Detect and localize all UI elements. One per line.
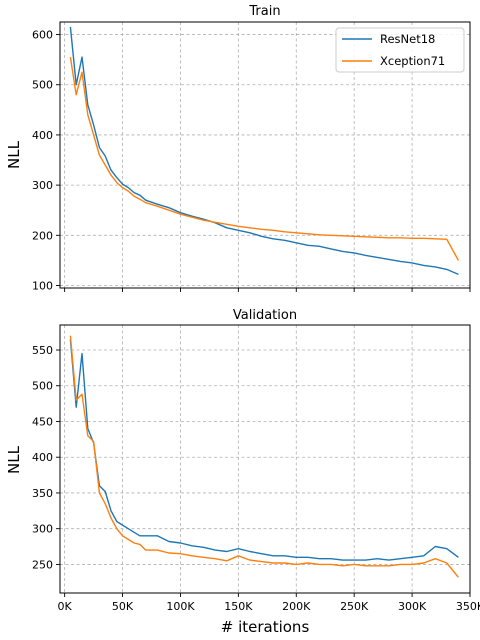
validation-x-tick-label: 50K — [112, 600, 134, 613]
validation-x-tick-label: 200K — [282, 600, 311, 613]
train-y-tick-label: 200 — [32, 229, 53, 242]
validation-plot-frame — [59, 324, 471, 594]
validation-series-resnet18 — [69, 339, 459, 561]
train-panel: 100 200 300 400 500 600 Train NLL ResNet18 Xc… — [5, 4, 471, 292]
validation-x-tick-label: 350K — [456, 600, 480, 613]
train-title: Train — [248, 4, 280, 19]
train-y-tick-label: 600 — [32, 29, 53, 42]
validation-y-tick-label: 450 — [32, 415, 53, 428]
validation-title: Validation — [233, 308, 297, 323]
train-y-tick-label: 500 — [32, 79, 53, 92]
validation-x-tick-label: 250K — [340, 600, 369, 613]
legend-label-xception71: Xception71 — [380, 54, 445, 68]
validation-y-tick-label: 300 — [32, 523, 53, 536]
validation-y-tick-label: 550 — [32, 344, 53, 357]
validation-x-axis-label: # iterations — [221, 618, 310, 636]
validation-y-tick-label: 350 — [32, 487, 53, 500]
validation-series-xception71 — [69, 335, 459, 578]
validation-y-axis-label: NLL — [5, 445, 23, 474]
validation-y-tick-label: 250 — [32, 558, 53, 571]
legend-label-resnet18: ResNet18 — [380, 32, 435, 46]
train-series-xception71 — [69, 56, 460, 261]
train-y-tick-label: 100 — [32, 279, 53, 292]
validation-y-tick-label: 500 — [32, 380, 53, 393]
validation-x-tick-label: 150K — [224, 600, 253, 613]
train-series-resnet18 — [69, 26, 459, 276]
validation-x-tick-label: 0K — [58, 600, 73, 613]
train-plot-frame — [59, 21, 471, 289]
train-legend: ResNet18 Xception71 — [335, 27, 465, 73]
train-y-tick-label: 400 — [32, 129, 53, 142]
validation-panel: 0K 50K 100K 150K 200K 250K 300K 350K 250 300 350 40… — [5, 308, 480, 636]
validation-x-tick-label: 100K — [166, 600, 195, 613]
validation-y-tick-label: 400 — [32, 451, 53, 464]
train-y-axis-label: NLL — [5, 140, 23, 169]
train-y-tick-label: 300 — [32, 179, 53, 192]
validation-x-tick-label: 300K — [398, 600, 427, 613]
